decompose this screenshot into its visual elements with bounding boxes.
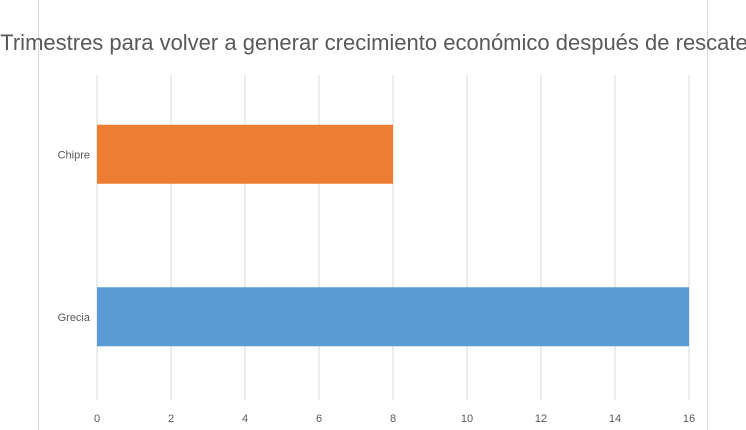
x-tick-label: 16 <box>683 413 695 425</box>
x-tick-label: 12 <box>535 413 547 425</box>
category-label-chipre: Chipre <box>58 149 90 161</box>
gridlines <box>96 75 690 400</box>
x-tick-label: 8 <box>390 413 396 425</box>
bar-chipre <box>97 124 393 184</box>
x-tick-label: 6 <box>316 413 322 425</box>
x-tick-label: 14 <box>609 413 621 425</box>
chart-title: Trimestres para volver a generar crecimi… <box>0 30 746 55</box>
category-labels: Chipre Grecia <box>58 149 91 324</box>
category-label-grecia: Grecia <box>58 312 91 324</box>
x-tick-label: 10 <box>461 413 473 425</box>
bars <box>97 124 689 347</box>
x-tick-labels: 0 2 4 6 8 10 12 14 16 <box>94 413 695 425</box>
chart-frame <box>38 0 708 430</box>
x-tick-label: 4 <box>242 413 248 425</box>
bar-grecia <box>97 287 689 347</box>
x-tick-label: 2 <box>168 413 174 425</box>
x-tick-label: 0 <box>94 413 100 425</box>
